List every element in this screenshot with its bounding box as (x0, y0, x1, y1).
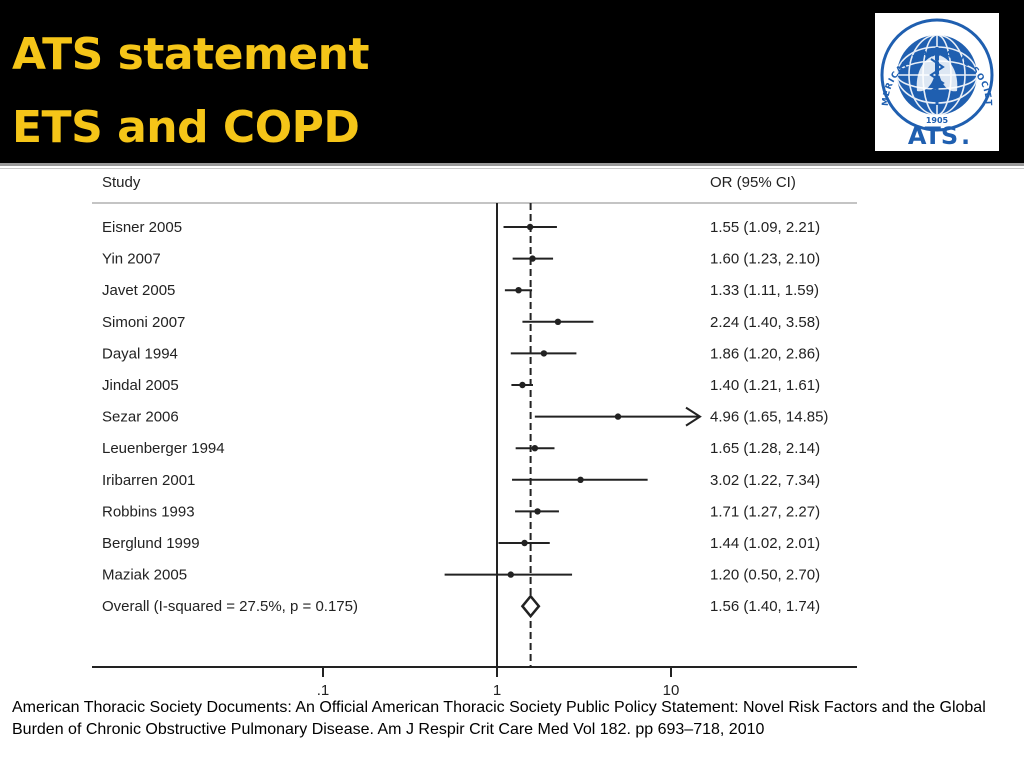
or-ci-label: 1.55 (1.09, 2.21) (710, 219, 820, 236)
study-label: Maziak 2005 (102, 567, 187, 584)
point-estimate (534, 508, 541, 515)
x-tick-label: 1 (493, 682, 501, 699)
ci-arrow (685, 406, 702, 427)
citation: American Thoracic Society Documents: An … (12, 699, 986, 738)
study-label: Yin 2007 (102, 251, 161, 268)
point-estimate (614, 413, 622, 420)
point-estimate (554, 318, 562, 325)
point-estimate (515, 287, 522, 294)
study-label: Iribarren 2001 (102, 472, 195, 489)
study-label: Leuenberger 1994 (102, 440, 225, 457)
or-ci-label: 1.60 (1.23, 2.10) (710, 251, 820, 268)
or-ci-label: 2.24 (1.40, 3.58) (710, 314, 820, 331)
study-label: Dayal 1994 (102, 345, 178, 362)
or-ci-label: 1.44 (1.02, 2.01) (710, 535, 820, 552)
ats-logo: AMERICAN THORACIC SOCIETY 1905 ATS . (870, 6, 999, 151)
slide-title-line-1: ATS statement (12, 29, 370, 80)
header-divider (0, 163, 1024, 166)
point-estimate (529, 255, 536, 262)
point-estimate (577, 476, 584, 483)
logo-mark: . (961, 122, 970, 150)
or-ci-label: 1.65 (1.28, 2.14) (710, 440, 820, 457)
logo-year: 1905 (926, 116, 949, 125)
study-label: Eisner 2005 (102, 219, 182, 236)
point-estimate (540, 350, 548, 357)
or-ci-label: 3.02 (1.22, 7.34) (710, 472, 820, 489)
column-header-or: OR (95% CI) (710, 174, 796, 191)
study-label: Simoni 2007 (102, 314, 185, 331)
overall-label: Overall (I-squared = 27.5%, p = 0.175) (102, 598, 358, 615)
study-label: Berglund 1999 (102, 535, 200, 552)
or-ci-label: 1.86 (1.20, 2.86) (710, 345, 820, 362)
point-estimate (526, 223, 534, 231)
ats-logo-graphic: AMERICAN THORACIC SOCIETY 1905 ATS . (870, 6, 994, 150)
study-label: Sezar 2006 (102, 409, 179, 426)
study-label: Robbins 1993 (102, 503, 195, 520)
study-label: Jindal 2005 (102, 377, 179, 394)
overall-diamond (520, 594, 541, 619)
or-ci-label: 1.33 (1.11, 1.59) (710, 282, 819, 299)
point-estimate (521, 539, 528, 547)
header-divider-thin (0, 168, 1024, 169)
slide-title-line-2: ETS and COPD (12, 102, 360, 153)
x-tick-label: 10 (663, 682, 680, 699)
title-banner (0, 0, 1024, 163)
or-ci-label: 1.40 (1.21, 1.61) (710, 377, 820, 394)
overall-or-ci-label: 1.56 (1.40, 1.74) (710, 598, 820, 615)
point-estimate (519, 381, 526, 389)
study-label: Javet 2005 (102, 282, 175, 299)
x-tick-label: .1 (317, 682, 330, 699)
logo-abbr: ATS (908, 122, 958, 150)
point-estimate (507, 571, 514, 578)
or-ci-label: 1.71 (1.27, 2.27) (710, 503, 820, 520)
point-estimate (531, 445, 539, 452)
or-ci-label: 1.20 (0.50, 2.70) (710, 567, 820, 584)
column-header-study: Study (102, 174, 141, 191)
or-ci-label: 4.96 (1.65, 14.85) (710, 409, 828, 426)
